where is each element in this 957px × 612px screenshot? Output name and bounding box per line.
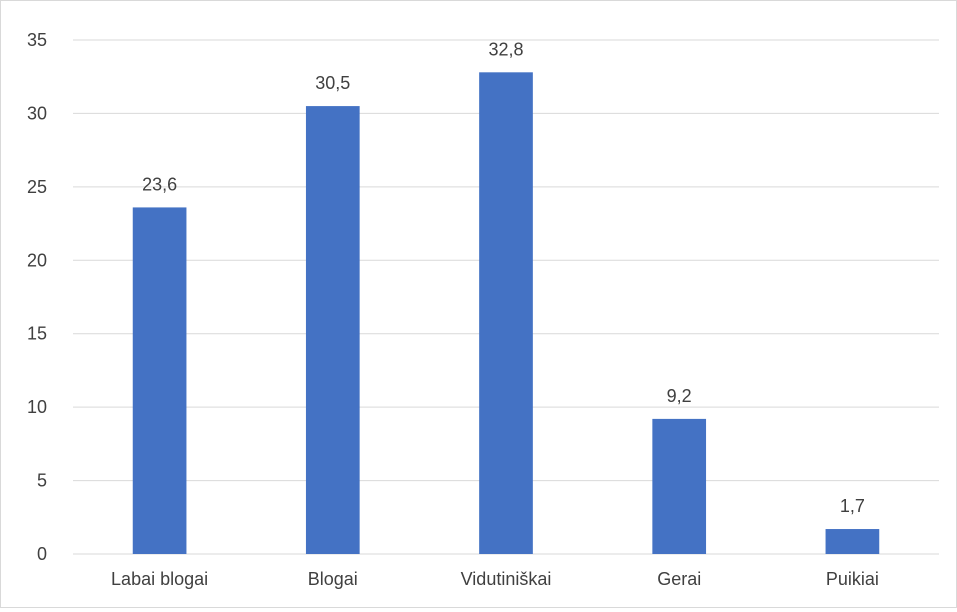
bar-blogai (305, 106, 360, 554)
y-tick-label: 20 (27, 250, 47, 270)
data-label: 23,6 (142, 174, 177, 194)
data-label: 30,5 (315, 73, 350, 93)
y-axis-ticks: 0 5 10 15 20 25 30 35 (27, 30, 47, 564)
bar-vidutiniškai (479, 72, 533, 555)
bar-labai-blogai (132, 207, 187, 554)
x-category-label: Blogai (308, 569, 358, 589)
x-axis-categories: Labai blogai Blogai Vidutiniškai Gerai Puiki… (111, 569, 879, 589)
y-tick-label: 0 (37, 544, 47, 564)
x-category-label: Puikiai (826, 569, 879, 589)
y-tick-label: 35 (27, 30, 47, 50)
x-category-label: Vidutiniškai (461, 569, 552, 589)
y-tick-label: 15 (27, 324, 47, 344)
bar-gerai (652, 418, 707, 554)
x-category-label: Gerai (657, 569, 701, 589)
y-tick-label: 30 (27, 103, 47, 123)
data-label: 1,7 (840, 496, 865, 516)
data-labels: 23,6 30,5 32,8 9,2 1,7 (142, 39, 865, 516)
x-category-label: Labai blogai (111, 569, 208, 589)
bar-puikiai (825, 529, 880, 554)
y-tick-label: 25 (27, 177, 47, 197)
data-label: 9,2 (667, 386, 692, 406)
y-tick-label: 5 (37, 471, 47, 491)
data-label: 32,8 (488, 39, 523, 59)
bars (132, 72, 880, 555)
y-tick-label: 10 (27, 397, 47, 417)
